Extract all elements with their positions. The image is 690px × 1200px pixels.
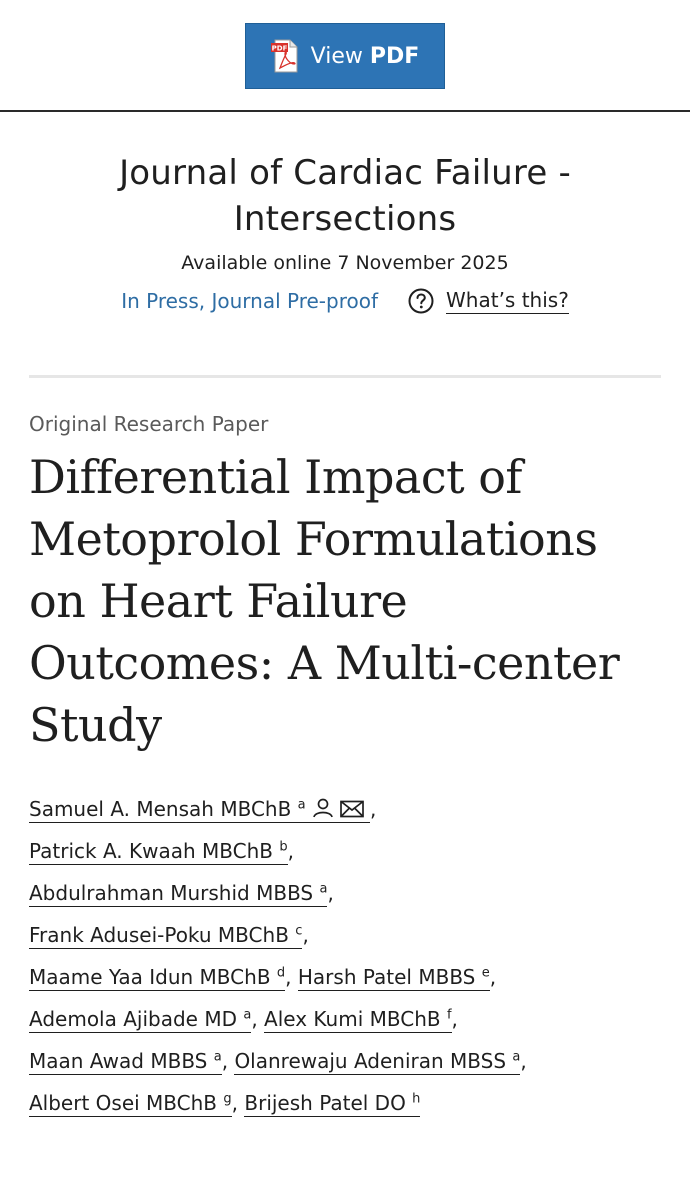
svg-text:PDF: PDF — [271, 44, 287, 52]
author-link[interactable]: Alex Kumi MBChB f — [264, 1007, 452, 1033]
author-name: Brijesh Patel DO — [244, 1091, 406, 1115]
author-name: Patrick A. Kwaah MBChB — [29, 839, 274, 863]
question-circle-icon — [408, 288, 434, 314]
article-title: Differential Impact of Metoprolol Formul… — [29, 450, 620, 752]
view-label: View — [310, 43, 363, 69]
whats-this-label: What’s this? — [446, 288, 569, 314]
affiliation-marker: f — [446, 1007, 452, 1023]
author-line: Patrick A. Kwaah MBChB b, — [29, 830, 661, 872]
author-name: Harsh Patel MBBS — [297, 965, 476, 989]
author-link[interactable]: Maame Yaa Idun MBChB d — [29, 965, 286, 991]
affiliation-marker: b — [279, 839, 288, 855]
author-link[interactable]: Brijesh Patel DO h — [244, 1091, 421, 1117]
pdf-label: PDF — [369, 43, 420, 69]
journal-title[interactable]: Journal of Cardiac Failure - Intersectio… — [119, 153, 571, 239]
author-link[interactable]: Frank Adusei-Poku MBChB c — [29, 923, 303, 949]
author-link[interactable]: Patrick A. Kwaah MBChB b — [29, 839, 288, 865]
author-name: Olanrewaju Adeniran MBSS — [234, 1049, 507, 1073]
author-line: Ademola Ajibade MD a, Alex Kumi MBChB f, — [29, 998, 661, 1040]
affiliation-marker: e — [481, 965, 490, 981]
author-link[interactable]: Abdulrahman Murshid MBBS a — [29, 881, 328, 907]
author-line: Maame Yaa Idun MBChB d, Harsh Patel MBBS… — [29, 956, 661, 998]
author-name: Maan Awad MBBS — [29, 1049, 208, 1073]
affiliation-marker: a — [512, 1049, 521, 1065]
author-link[interactable]: Olanrewaju Adeniran MBSS a — [234, 1049, 521, 1075]
author-line: Samuel A. Mensah MBChB a , — [29, 788, 661, 830]
author-link[interactable]: Maan Awad MBBS a — [29, 1049, 222, 1075]
affiliation-marker: g — [223, 1091, 232, 1107]
journal-header: Journal of Cardiac Failure - Intersectio… — [0, 112, 690, 314]
author-line: Abdulrahman Murshid MBBS a, — [29, 872, 661, 914]
author-separator: , — [451, 1007, 458, 1031]
author-name: Ademola Ajibade MD — [29, 1007, 237, 1031]
author-separator: , — [302, 923, 309, 947]
whats-this-help-button[interactable]: What’s this? — [408, 288, 569, 314]
view-pdf-button[interactable]: PDF View PDF — [245, 23, 445, 89]
author-separator: , — [285, 965, 292, 989]
author-separator: , — [327, 881, 334, 905]
author-link[interactable]: Ademola Ajibade MD a — [29, 1007, 252, 1033]
article-header: Original Research Paper Differential Imp… — [29, 412, 661, 1124]
affiliation-marker: a — [243, 1007, 252, 1023]
author-link[interactable]: Harsh Patel MBBS e — [297, 965, 490, 991]
author-link[interactable]: Albert Osei MBChB g — [29, 1091, 232, 1117]
author-name: Samuel A. Mensah MBChB — [29, 797, 292, 821]
affiliation-marker: a — [297, 797, 306, 813]
affiliation-marker: c — [295, 923, 303, 939]
author-list: Samuel A. Mensah MBChB a , Patrick A. Kw… — [29, 788, 661, 1124]
author-name: Maame Yaa Idun MBChB — [29, 965, 271, 989]
author-name: Alex Kumi MBChB — [264, 1007, 441, 1031]
author-name: Albert Osei MBChB — [29, 1091, 218, 1115]
affiliation-marker: a — [319, 881, 328, 897]
author-line: Maan Awad MBBS a, Olanrewaju Adeniran MB… — [29, 1040, 661, 1082]
top-toolbar: PDF View PDF — [0, 0, 690, 112]
author-separator: , — [251, 1007, 258, 1031]
author-separator: , — [520, 1049, 527, 1073]
affiliation-marker: h — [412, 1091, 421, 1107]
person-icon[interactable] — [312, 798, 334, 818]
author-separator: , — [231, 1091, 239, 1115]
author-line: Albert Osei MBChB g, Brijesh Patel DO h — [29, 1082, 661, 1124]
author-link[interactable]: Samuel A. Mensah MBChB a — [29, 797, 370, 823]
author-separator: , — [221, 1049, 229, 1073]
affiliation-marker: a — [213, 1049, 222, 1065]
article-type: Original Research Paper — [29, 412, 269, 436]
envelope-icon[interactable] — [339, 800, 364, 818]
affiliation-marker: d — [276, 965, 286, 981]
author-separator: , — [287, 839, 295, 863]
author-line: Frank Adusei-Poku MBChB c, — [29, 914, 661, 956]
in-press-status-link[interactable]: In Press, Journal Pre-proof — [121, 289, 379, 313]
author-separator: , — [489, 965, 497, 989]
available-online-date: Available online 7 November 2025 — [181, 252, 509, 274]
author-separator: , — [370, 797, 377, 821]
section-divider — [29, 375, 661, 378]
publication-status-row: In Press, Journal Pre-proof What’s this? — [0, 288, 690, 314]
pdf-file-icon: PDF — [270, 39, 298, 73]
author-name: Abdulrahman Murshid MBBS — [29, 881, 314, 905]
author-name: Frank Adusei-Poku MBChB — [29, 923, 289, 947]
